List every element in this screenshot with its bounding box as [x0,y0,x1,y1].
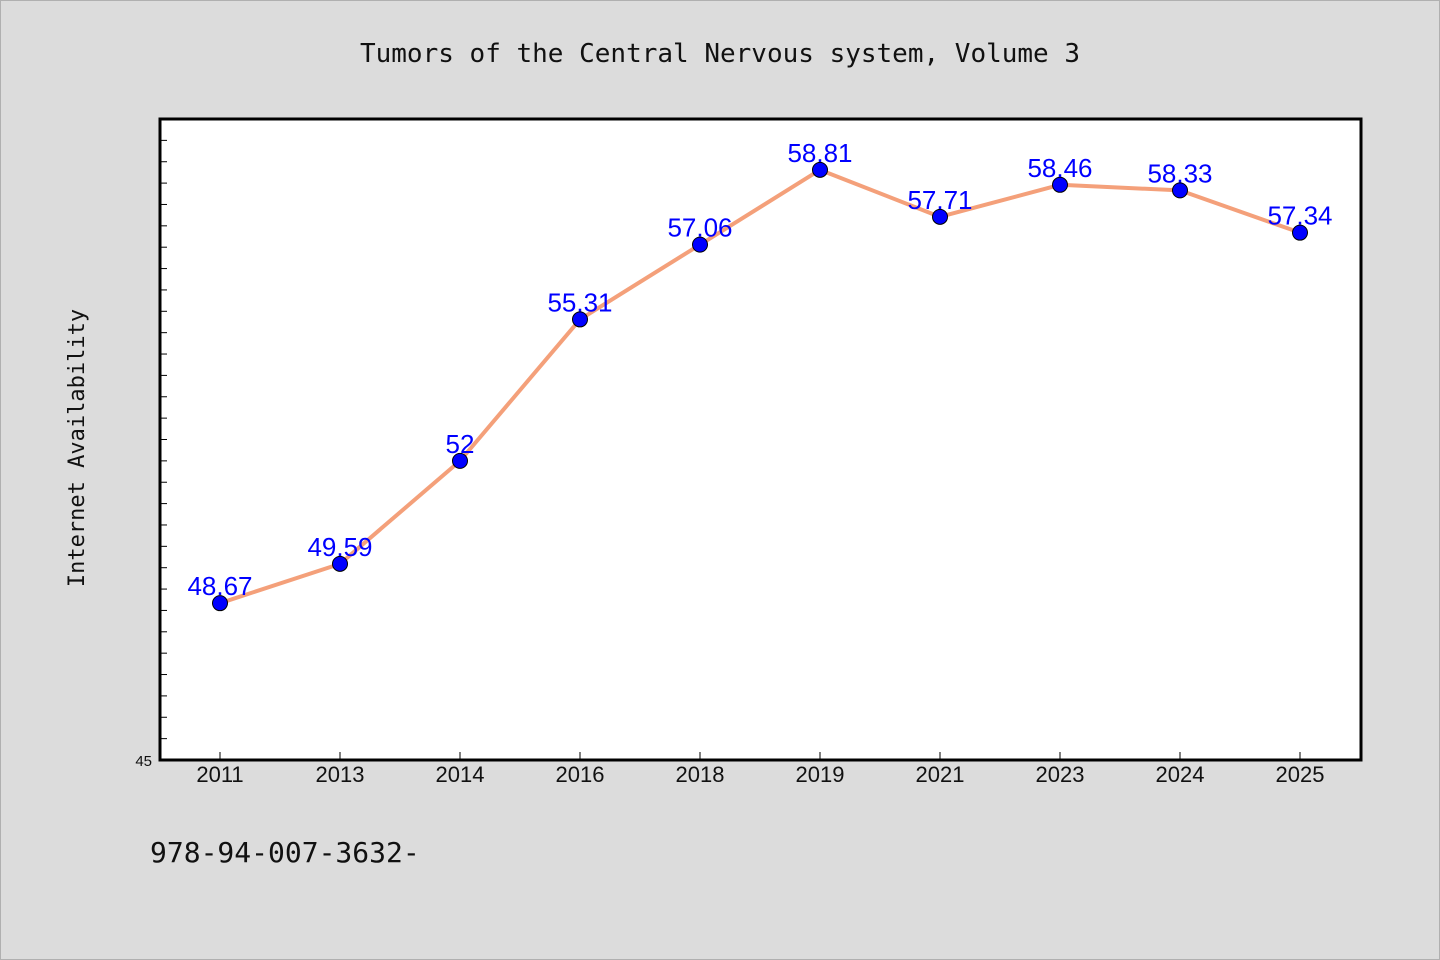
x-tick-label: 2013 [316,762,365,787]
x-tick-label: 2023 [1036,762,1085,787]
data-label: 57.34 [1267,201,1332,231]
data-point [212,595,228,612]
y-axis-ticks [160,139,167,740]
x-axis-ticks: 2011 2013 2014 2016 2018 2019 2021 2023 2024 2025 [196,752,1324,787]
data-label: 52 [446,429,475,459]
data-point [692,236,708,253]
data-labels: 48.67 49.59 52 55.31 57.06 58.81 57.71 58.46 58.… [187,138,1332,601]
y-tick-label-min: 45 [135,753,152,770]
data-point [1292,224,1308,241]
x-tick-label: 2014 [436,762,485,787]
y-axis-label: Internet Availability [65,309,90,587]
x-tick-label: 2024 [1156,762,1205,787]
plot-area [158,117,1363,762]
data-point [932,208,948,225]
data-label: 58.81 [787,138,852,168]
x-tick-label: 2019 [796,762,845,787]
data-label: 57.71 [907,185,972,215]
x-tick-label: 2011 [196,762,243,787]
data-label: 49.59 [307,532,372,562]
data-point [1172,182,1188,199]
data-point [452,452,468,469]
x-tick-label: 2025 [1276,762,1325,787]
data-point [332,555,348,572]
data-point [812,161,828,178]
data-point [572,311,588,328]
data-markers [212,161,1308,612]
chart-title: Tumors of the Central Nervous system, Vo… [360,39,1080,69]
data-label: 55.31 [547,287,612,317]
data-point [1052,176,1068,193]
data-label: 48.67 [187,571,252,601]
x-tick-label: 2016 [556,762,605,787]
data-label: 58.46 [1027,153,1092,183]
x-tick-label: 2021 [916,762,965,787]
x-tick-label: 2018 [676,762,725,787]
footer-isbn: 978-94-007-3632- [150,836,420,869]
series-line [219,167,1301,606]
data-label: 57.06 [667,213,732,243]
data-label: 58.33 [1147,158,1212,188]
